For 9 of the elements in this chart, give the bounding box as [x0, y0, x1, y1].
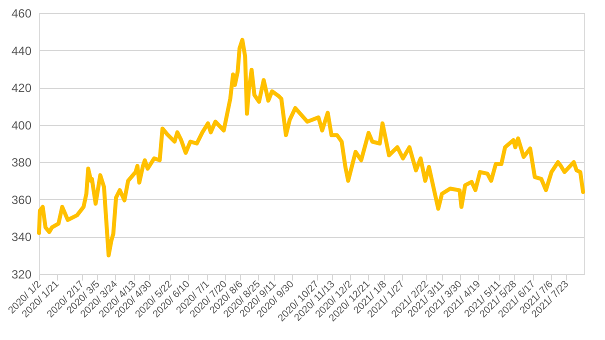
y-tick-label: 360 — [11, 192, 32, 207]
y-tick-label: 400 — [11, 118, 32, 132]
y-tick-label: 380 — [11, 156, 32, 170]
y-tick-label: 420 — [11, 81, 32, 96]
y-tick-label: 460 — [11, 6, 32, 20]
line-series — [37, 38, 586, 258]
y-tick-label: 340 — [11, 230, 32, 244]
y-tick-label: 440 — [11, 44, 32, 58]
y-tick-label: 320 — [11, 268, 32, 282]
